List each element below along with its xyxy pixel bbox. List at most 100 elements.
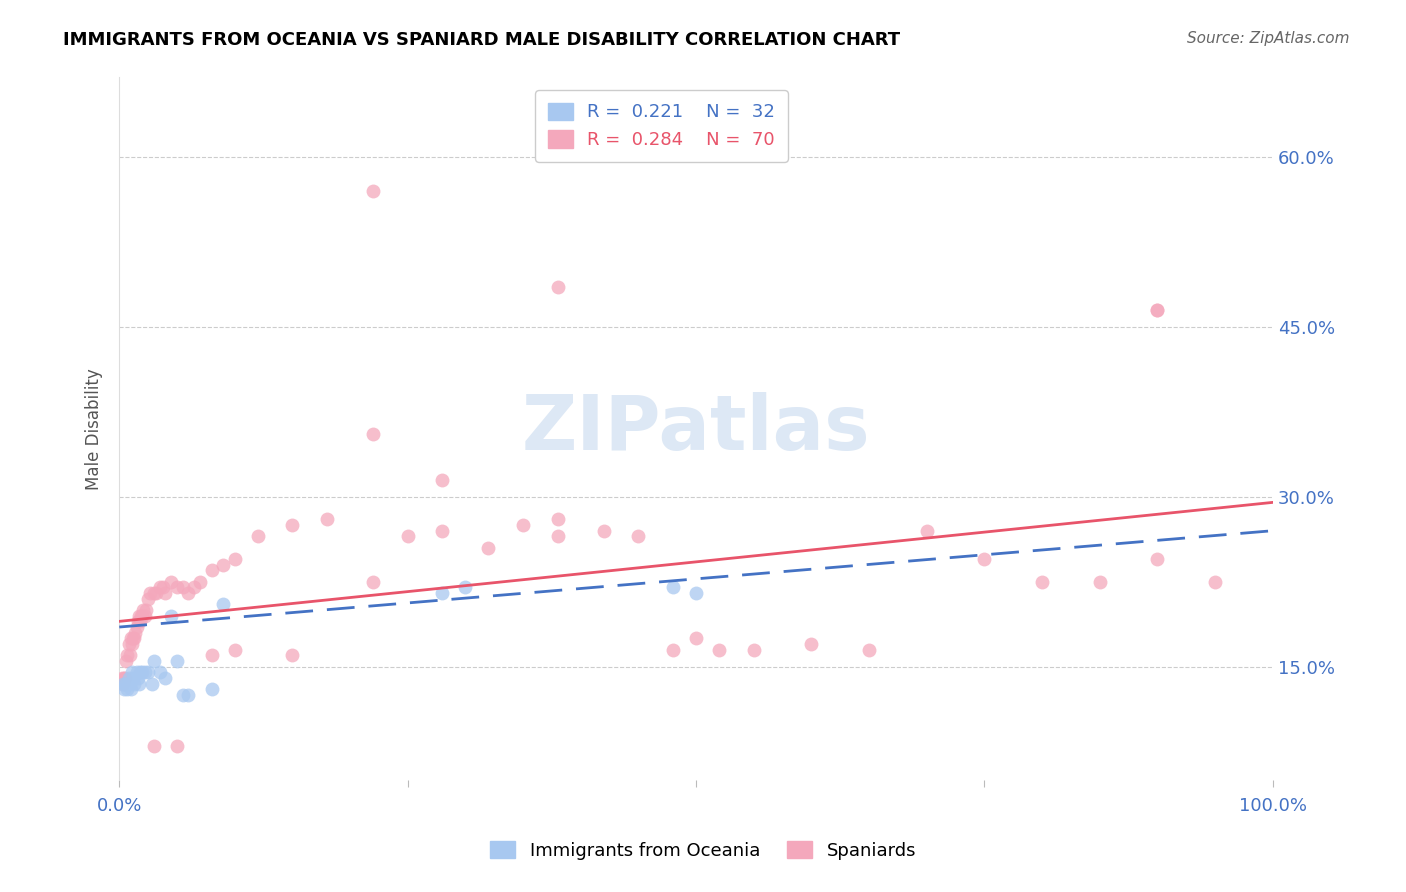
Point [128,676,150,690]
Point [121,665,143,680]
Point [177,586,200,600]
Point [361,427,384,442]
Point [110,671,132,685]
Point [512,518,534,533]
Point [149,580,172,594]
Point [281,518,304,533]
Point [117,682,139,697]
Text: 100.0%: 100.0% [1239,797,1306,814]
Point [177,688,200,702]
Point [135,603,157,617]
Point [149,665,172,680]
Point [134,608,156,623]
Point [547,512,569,526]
Point [117,671,139,685]
Point [122,671,145,685]
Point [112,671,135,685]
Y-axis label: Male Disability: Male Disability [86,368,103,490]
Point [212,598,235,612]
Point [454,580,477,594]
Point [1031,574,1053,589]
Point [1146,302,1168,317]
Point [131,665,153,680]
Point [125,665,148,680]
Point [129,615,152,629]
Point [145,586,167,600]
Point [141,676,163,690]
Point [121,637,143,651]
Point [136,591,159,606]
Point [915,524,938,538]
Point [662,580,685,594]
Point [973,552,995,566]
Point [172,580,194,594]
Point [361,574,384,589]
Point [142,586,165,600]
Point [136,665,159,680]
Point [547,280,569,294]
Point [127,615,149,629]
Point [118,648,141,663]
Point [114,671,136,685]
Point [131,608,153,623]
Point [1088,574,1111,589]
Point [166,654,188,668]
Point [432,586,454,600]
Point [166,580,188,594]
Point [115,676,138,690]
Point [246,529,269,543]
Point [111,676,134,690]
Point [742,642,765,657]
Point [685,632,707,646]
Point [432,473,454,487]
Point [112,682,135,697]
Point [132,603,155,617]
Point [361,184,384,198]
Point [627,529,650,543]
Point [125,620,148,634]
Point [432,524,454,538]
Point [1204,574,1226,589]
Point [685,586,707,600]
Point [212,558,235,572]
Point [183,580,205,594]
Point [1146,302,1168,317]
Text: 0.0%: 0.0% [97,797,142,814]
Point [139,586,162,600]
Point [127,671,149,685]
Point [200,682,222,697]
Point [155,586,177,600]
Point [800,637,823,651]
Point [707,642,730,657]
Point [200,648,222,663]
Legend: Immigrants from Oceania, Spaniards: Immigrants from Oceania, Spaniards [482,834,924,867]
Point [160,574,183,589]
Point [117,648,139,663]
Point [200,563,222,577]
Point [662,642,685,657]
Point [129,665,152,680]
Point [122,632,145,646]
Point [117,637,139,651]
Text: Source: ZipAtlas.com: Source: ZipAtlas.com [1187,31,1350,46]
Point [114,676,136,690]
Point [477,541,499,555]
Point [142,739,165,753]
Point [115,654,138,668]
Point [118,676,141,690]
Point [166,739,188,753]
Point [124,625,146,640]
Point [152,580,174,594]
Point [281,648,304,663]
Point [142,654,165,668]
Point [172,688,194,702]
Point [188,574,211,589]
Point [592,524,614,538]
Point [120,682,142,697]
Point [316,512,339,526]
Point [129,608,152,623]
Point [122,676,145,690]
Point [396,529,419,543]
Point [858,642,880,657]
Point [1146,552,1168,566]
